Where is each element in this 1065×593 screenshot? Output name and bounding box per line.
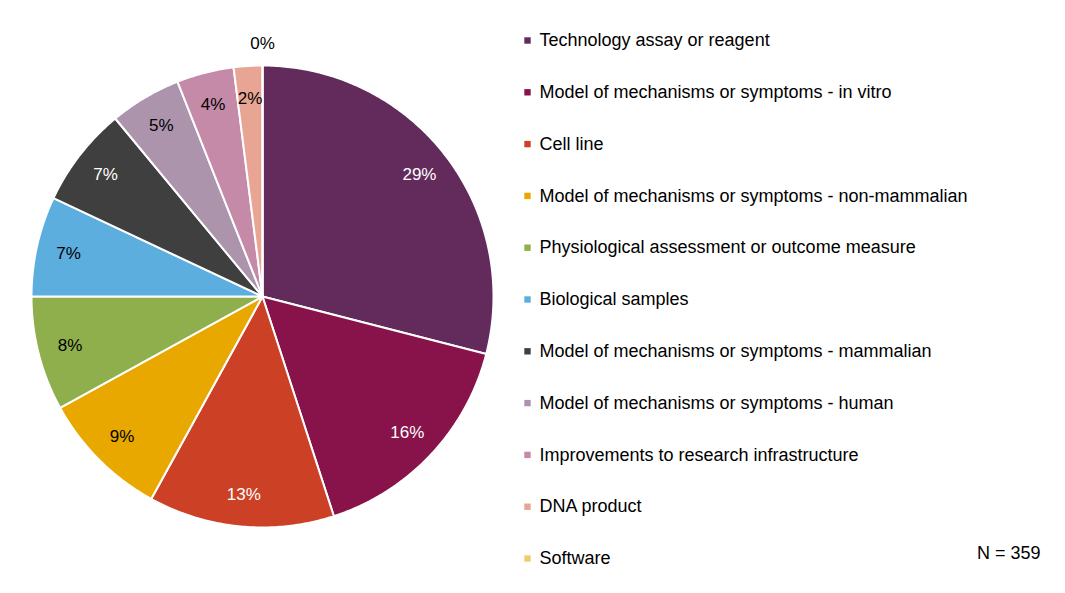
svg-text:4%: 4% (201, 95, 226, 114)
svg-text:Model of mechanisms or symptom: Model of mechanisms or symptoms - mammal… (540, 341, 932, 361)
svg-text:Model of mechanisms or symptom: Model of mechanisms or symptoms - in vit… (540, 82, 892, 102)
svg-text:5%: 5% (149, 116, 174, 135)
svg-text:Technology assay or reagent: Technology assay or reagent (540, 30, 770, 50)
svg-text:DNA product: DNA product (540, 496, 642, 516)
svg-text:Software: Software (540, 548, 611, 568)
svg-text:2%: 2% (238, 89, 263, 108)
svg-text:7%: 7% (56, 244, 81, 263)
svg-text:Model of mechanisms or symptom: Model of mechanisms or symptoms - non-ma… (540, 186, 968, 206)
svg-text:29%: 29% (402, 165, 436, 184)
svg-text:16%: 16% (390, 423, 424, 442)
svg-text:9%: 9% (110, 427, 135, 446)
svg-text:8%: 8% (58, 336, 83, 355)
svg-text:Cell line: Cell line (540, 134, 604, 154)
svg-text:Physiological assessment or ou: Physiological assessment or outcome meas… (540, 237, 916, 257)
svg-text:Biological samples: Biological samples (540, 289, 689, 309)
svg-text:7%: 7% (93, 165, 118, 184)
svg-text:N = 359: N = 359 (977, 543, 1041, 563)
svg-text:13%: 13% (227, 485, 261, 504)
svg-text:0%: 0% (250, 34, 275, 53)
svg-text:Model of mechanisms or symptom: Model of mechanisms or symptoms - human (540, 393, 894, 413)
svg-text:Improvements to research infra: Improvements to research infrastructure (540, 445, 859, 465)
